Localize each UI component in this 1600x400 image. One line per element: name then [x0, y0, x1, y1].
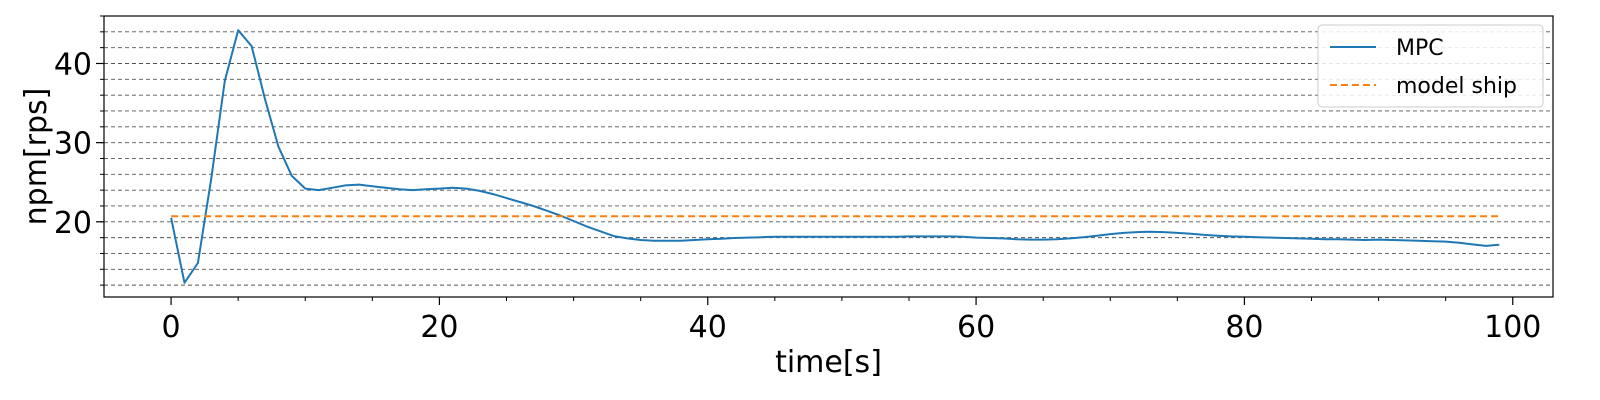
x-tick-label: 40	[689, 310, 727, 345]
y-tick-label: 20	[54, 206, 92, 241]
x-tick-label: 80	[1225, 310, 1263, 345]
y-axis-label: npm[rps]	[19, 88, 54, 226]
y-tick-label: 40	[54, 47, 92, 82]
legend: MPC model ship	[1317, 24, 1544, 108]
x-tick-label: 60	[957, 310, 995, 345]
x-tick-label: 100	[1484, 310, 1541, 345]
series-layer	[170, 29, 1500, 284]
x-tick-label: 0	[162, 310, 181, 345]
legend-label-model-ship: model ship	[1396, 74, 1517, 99]
x-axis: 0 20 40 60 80 100	[162, 297, 1541, 345]
legend-box	[1317, 24, 1544, 108]
y-axis: 20 30 40	[54, 15, 104, 286]
series-line-0	[170, 29, 1500, 284]
x-axis-label: time[s]	[775, 345, 882, 380]
legend-label-mpc: MPC	[1396, 36, 1444, 61]
y-tick-label: 30	[54, 127, 92, 162]
plot-frame	[103, 15, 1554, 298]
x-tick-label: 20	[420, 310, 458, 345]
